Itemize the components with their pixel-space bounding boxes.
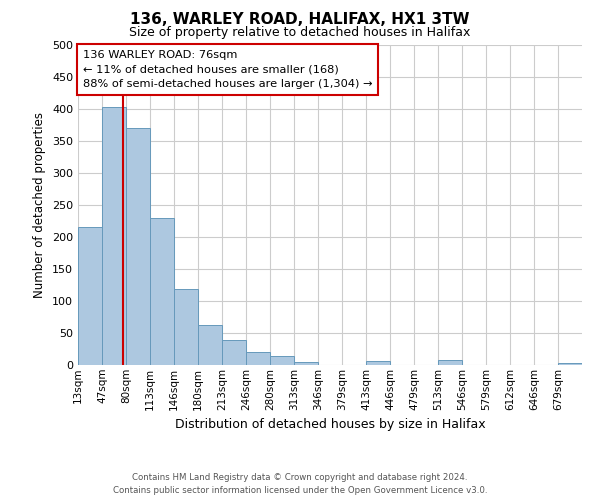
Bar: [150, 218, 174, 365]
Bar: [174, 289, 198, 365]
X-axis label: Distribution of detached houses by size in Halifax: Distribution of detached houses by size …: [175, 418, 485, 431]
Bar: [102, 107, 126, 365]
Bar: [246, 352, 270, 365]
Bar: [438, 360, 462, 365]
Bar: [558, 363, 582, 365]
Bar: [222, 340, 246, 365]
Bar: [126, 128, 150, 365]
Y-axis label: Number of detached properties: Number of detached properties: [34, 112, 46, 298]
Bar: [366, 360, 390, 365]
Bar: [294, 362, 318, 365]
Bar: [270, 356, 294, 365]
Bar: [198, 324, 222, 365]
Text: Contains HM Land Registry data © Crown copyright and database right 2024.
Contai: Contains HM Land Registry data © Crown c…: [113, 474, 487, 495]
Text: 136 WARLEY ROAD: 76sqm
← 11% of detached houses are smaller (168)
88% of semi-de: 136 WARLEY ROAD: 76sqm ← 11% of detached…: [83, 50, 373, 90]
Text: 136, WARLEY ROAD, HALIFAX, HX1 3TW: 136, WARLEY ROAD, HALIFAX, HX1 3TW: [130, 12, 470, 28]
Bar: [78, 228, 102, 365]
Text: Size of property relative to detached houses in Halifax: Size of property relative to detached ho…: [130, 26, 470, 39]
